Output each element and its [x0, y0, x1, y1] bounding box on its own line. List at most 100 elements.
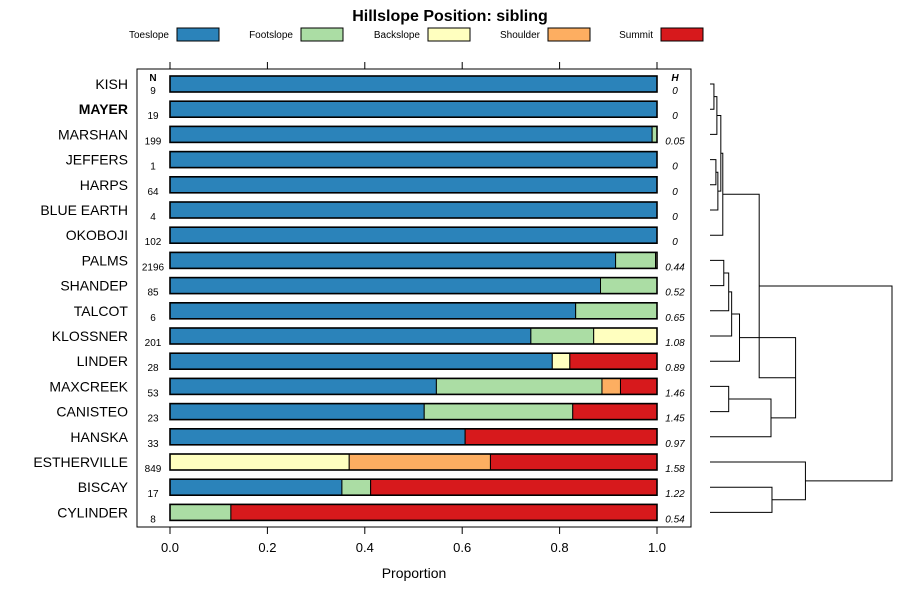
h-value: 1.45 [665, 414, 685, 425]
dendrogram-branch [710, 96, 718, 135]
row-label: HARPS [80, 177, 128, 193]
dendrogram-branch [722, 193, 796, 379]
row-canisteo: CANISTEO 23 1.45 [56, 402, 685, 425]
bar-segment-footslope [615, 251, 657, 269]
h-value: 0.97 [665, 439, 685, 450]
row-label: MAXCREEK [49, 378, 128, 394]
legend-swatch-shoulder [547, 27, 591, 42]
row-marshan: MARSHAN 199 0.05 [58, 125, 685, 147]
legend-label-footslope: Footslope [249, 30, 293, 41]
x-axis: 0.0 0.2 0.4 0.6 0.8 1.0 [161, 62, 666, 555]
h-value: 1.46 [665, 388, 685, 399]
row-palms: PALMS 2196 0.44 [82, 251, 685, 273]
h-value: 0.52 [665, 288, 685, 299]
n-value: 85 [147, 288, 159, 299]
bar-segment-footslope [530, 327, 595, 345]
bar-segment-footslope [341, 478, 372, 496]
h-value: 0.54 [665, 514, 685, 525]
n-value: 199 [145, 136, 162, 147]
bar-outline [169, 276, 658, 295]
n-value: 17 [147, 489, 159, 500]
x-tick-label: 0.4 [356, 540, 374, 555]
n-value: 4 [150, 212, 156, 223]
bar-outline [169, 352, 658, 371]
bar-segment-toeslope [169, 125, 653, 143]
legend-swatch-footslope [300, 27, 344, 42]
h-column-header: H [671, 73, 679, 84]
n-value: 64 [147, 187, 159, 198]
h-value: 1.58 [665, 464, 685, 475]
bar-outline [169, 125, 658, 144]
bar-outline [169, 150, 658, 169]
bar-segment-toeslope [169, 100, 658, 118]
n-value: 23 [147, 414, 159, 425]
bar-segment-summit [370, 478, 658, 496]
n-value: 8 [150, 514, 156, 525]
bar-segment-footslope [423, 403, 574, 421]
row-talcot: TALCOT 6 0.65 [74, 301, 685, 324]
bar-segment-toeslope [169, 277, 602, 295]
bar-segment-footslope [169, 503, 232, 521]
bar-segment-backslope [593, 327, 658, 345]
bar-segment-backslope [169, 453, 350, 471]
n-value: 9 [150, 86, 156, 97]
n-value: 849 [145, 464, 162, 475]
h-value: 1.22 [665, 489, 685, 500]
dendrogram-branch [710, 385, 730, 413]
row-klossner: KLOSSNER 201 1.08 [52, 327, 685, 349]
dendrogram-branch [710, 291, 733, 337]
bar-segment-toeslope [169, 478, 343, 496]
row-harps: HARPS 64 0 [80, 176, 678, 198]
x-tick-label: 0.2 [258, 540, 276, 555]
bar-outline [169, 176, 658, 194]
h-value: 0.89 [665, 363, 685, 374]
legend-swatch-summit [660, 27, 704, 42]
plot-frame [136, 68, 692, 528]
bar-segment-summit [230, 503, 658, 521]
bar-segment-toeslope [169, 226, 658, 244]
n-value: 53 [147, 388, 159, 399]
dendrogram-branch [710, 486, 773, 513]
bar-segment-summit [572, 403, 658, 421]
bar-segment-toeslope [169, 176, 658, 194]
bar-segment-toeslope [169, 302, 577, 320]
row-maxcreek: MAXCREEK 53 1.46 [49, 377, 685, 399]
bar-outline [169, 226, 658, 244]
row-shandep: SHANDEP 85 0.52 [60, 276, 685, 299]
n-value: 19 [147, 111, 159, 122]
bar-segment-toeslope [169, 75, 658, 93]
bar-outline [169, 327, 658, 345]
h-value: 0.44 [665, 262, 685, 273]
dendrogram-branch [710, 313, 741, 362]
bar-outline [169, 453, 658, 471]
bar-segment-summit [569, 352, 658, 370]
row-label: LINDER [77, 353, 128, 369]
h-value: 0 [672, 86, 678, 97]
bar-outline [169, 100, 658, 118]
row-linder: LINDER 28 0.89 [77, 352, 685, 374]
dendrogram-branch [710, 461, 806, 501]
bar-segment-toeslope [169, 327, 532, 345]
n-value: 2196 [142, 262, 165, 273]
row-kish: KISH 9 0 [95, 75, 678, 97]
bar-outline [169, 503, 658, 522]
row-label: HANSKA [70, 429, 128, 445]
n-value: 28 [147, 363, 159, 374]
dendrogram-branch [710, 259, 725, 287]
bar-segment-toeslope [169, 151, 658, 169]
bar-segment-footslope [575, 302, 658, 320]
bar-segment-toeslope [169, 352, 553, 370]
row-mayer: MAYER 19 0 [79, 100, 678, 122]
bar-segment-shoulder [601, 377, 621, 395]
row-label: MAYER [79, 101, 128, 117]
dendrogram-branch [710, 272, 730, 312]
x-tick-label: 1.0 [648, 540, 666, 555]
dendrogram-branch [710, 159, 717, 186]
h-value: 0 [672, 111, 678, 122]
n-column-header: N [149, 73, 156, 84]
row-label: OKOBOJI [66, 227, 128, 243]
row-label: JEFFERS [66, 152, 128, 168]
